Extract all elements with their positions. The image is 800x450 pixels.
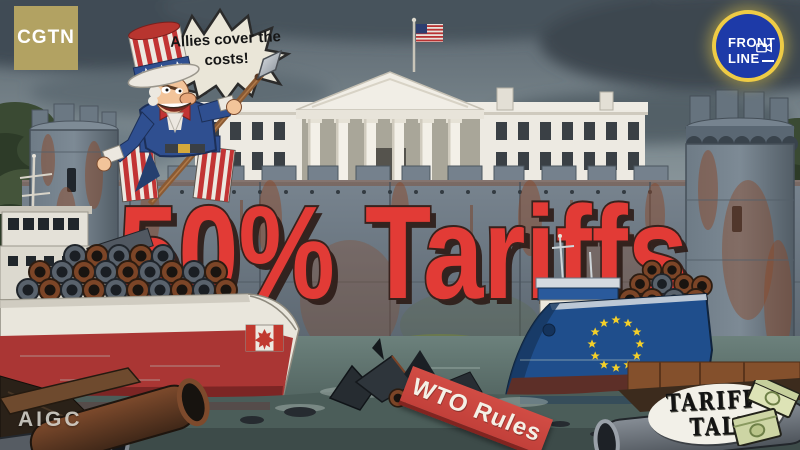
aigc-watermark: AIGC [18, 408, 83, 431]
frontline-line2: LINE [728, 51, 775, 67]
frontline-logo-circle: FRONT LINE [716, 14, 780, 78]
frontline-logo: FRONT LINE [712, 10, 784, 82]
frontline-line1: FRONT [728, 35, 776, 50]
speech-bubble-text: Allies cover the costs! [169, 28, 282, 69]
dollar-bills-icon [732, 380, 800, 446]
us-flag-icon [411, 17, 443, 72]
uncle-sam-hat [127, 21, 200, 89]
frontline-logo-text: FRONT LINE [728, 35, 775, 66]
cgtn-logo-text: CGTN [17, 27, 75, 48]
rust-streaks [140, 180, 665, 260]
bottom-left-wreck [0, 367, 210, 450]
tariff-tales-logo: TARIFF TALES [646, 378, 800, 450]
video-camera-icon [756, 42, 772, 53]
right-tower [685, 89, 798, 361]
canada-cargo-pipes [16, 227, 238, 302]
uncle-sam [96, 21, 242, 203]
canada-flag-icon [245, 324, 284, 352]
frontline-underscore [761, 59, 774, 62]
cgtn-logo: CGTN [14, 6, 78, 70]
